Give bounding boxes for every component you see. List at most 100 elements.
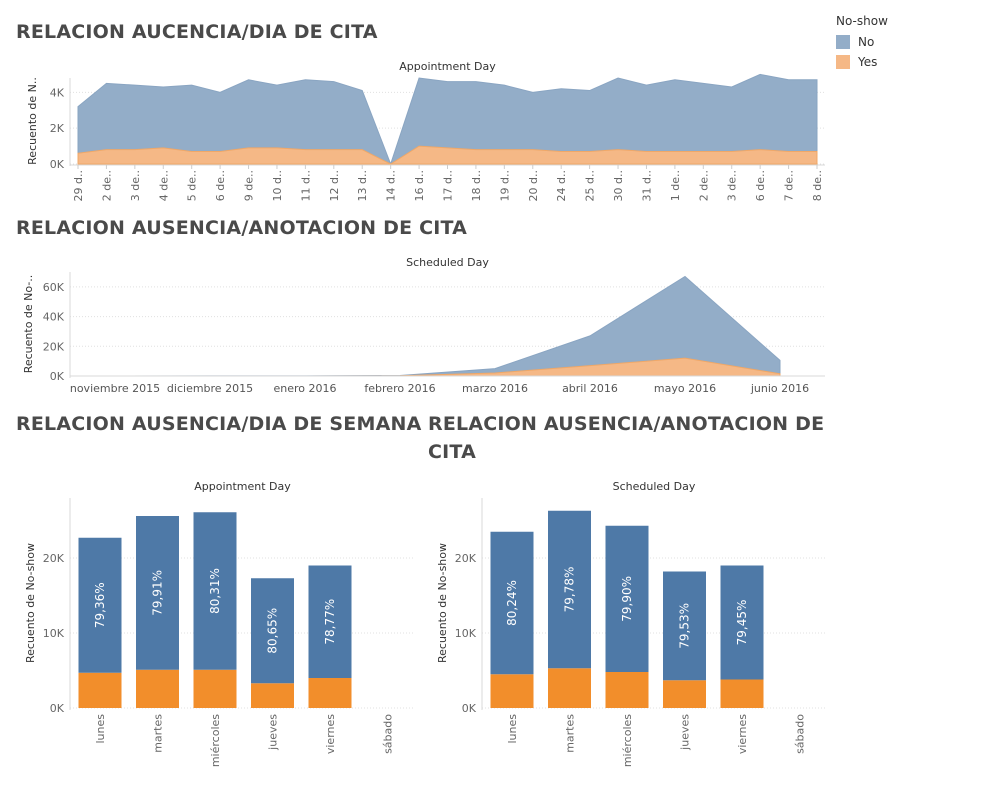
x-tick-label: 3 de..: [129, 170, 142, 201]
chart-subtitle: Appointment Day: [194, 480, 291, 493]
x-tick-label: mayo 2016: [654, 382, 716, 395]
bar-no: [251, 578, 294, 684]
bar-data-label: 79,90%: [620, 576, 634, 622]
bar-yes: [548, 668, 591, 708]
bar-yes: [720, 679, 764, 708]
bar-no: [136, 516, 179, 670]
chart-c1: Appointment Day Recuento de N.. 0K 2K 4K 29 d…: [26, 60, 825, 201]
x-tick-label: 17 d..: [442, 170, 455, 201]
x-tick-label: 19 d..: [498, 170, 511, 201]
x-tick-label: 14 d..: [385, 170, 398, 201]
y-tick-label: 40K: [43, 311, 65, 324]
chart-title-weekday: RELACION AUSENCIA/DIA DE SEMANA: [16, 413, 422, 435]
chart-subtitle: Appointment Day: [399, 60, 496, 73]
area-series-yes: [77, 145, 818, 165]
y-axis-label: Recuento de No-..: [22, 275, 35, 374]
chart-c2: Scheduled Day Recuento de No-.. 0K 20K 40K 60…: [22, 256, 825, 395]
x-tick-label: abril 2016: [562, 382, 618, 395]
legend-label-yes: Yes: [858, 55, 878, 69]
x-tick-label: viernes: [736, 714, 749, 754]
y-tick-label: 20K: [455, 552, 477, 565]
title-line-1: RELACION AUSENCIA/ANOTACION DE: [428, 413, 825, 435]
bar-no: [193, 512, 237, 670]
chart-subtitle: Scheduled Day: [613, 480, 696, 493]
x-tick-label: 2 de..: [697, 170, 710, 201]
y-tick-label: 20K: [43, 340, 65, 353]
x-tick-label: 3 de..: [726, 170, 739, 201]
x-tick-label: 12 d..: [328, 170, 341, 201]
y-tick-label: 60K: [43, 281, 65, 294]
bar-no: [548, 510, 591, 669]
x-tick-label: 24 d..: [555, 170, 568, 201]
x-tick-label: diciembre 2015: [167, 382, 253, 395]
legend-swatch-no: [836, 35, 850, 49]
legend-swatch-yes: [836, 55, 850, 69]
y-axis-label: Recuento de No-show: [24, 543, 37, 663]
y-tick-label: 20K: [43, 552, 65, 565]
x-tick-label: noviembre 2015: [70, 382, 160, 395]
bar-yes: [251, 683, 294, 708]
y-tick-label: 0K: [462, 702, 477, 715]
x-tick-label: 31 d..: [640, 170, 653, 201]
x-tick-label: lunes: [506, 714, 519, 744]
chart-title-scheduled-weekday: RELACION AUSENCIA/ANOTACION DE CITA: [428, 410, 824, 466]
x-tick-label: viernes: [324, 714, 337, 754]
x-tick-label: 8 de..: [811, 170, 824, 201]
y-tick-label: 10K: [455, 627, 477, 640]
x-tick-label: 25 d..: [584, 170, 597, 201]
y-tick-label: 10K: [43, 627, 65, 640]
y-tick-label: 4K: [50, 86, 65, 99]
legend-item-yes[interactable]: Yes: [836, 52, 888, 72]
bar-data-label: 80,65%: [266, 608, 280, 654]
y-tick-label: 0K: [50, 158, 65, 171]
bar-data-label: 78,77%: [323, 599, 337, 645]
bar-no: [490, 531, 534, 675]
x-tick-label: enero 2016: [273, 382, 336, 395]
x-tick-label: sábado: [382, 714, 395, 754]
title-line-2: CITA: [428, 441, 477, 463]
chart-c4: Scheduled Day Recuento de No-show 0K 10K 20K…: [436, 480, 826, 767]
x-tick-label: lunes: [94, 714, 107, 744]
x-tick-label: 2 de..: [100, 170, 113, 201]
x-tick-label: 1 de..: [669, 170, 682, 201]
bar-data-label: 80,24%: [505, 580, 519, 626]
x-tick-label: miércoles: [621, 714, 634, 767]
legend-item-no[interactable]: No: [836, 32, 888, 52]
bar-no: [308, 565, 352, 678]
bar-yes: [193, 669, 237, 708]
y-tick-label: 2K: [50, 122, 65, 135]
x-tick-label: 29 d..: [72, 170, 85, 201]
legend-title: No-show: [836, 14, 888, 28]
y-axis-label: Recuento de No-show: [436, 543, 449, 663]
x-tick-label: febrero 2016: [364, 382, 435, 395]
bar-no: [605, 525, 649, 672]
bar-data-label: 79,53%: [678, 603, 692, 649]
x-tick-label: 10 d..: [271, 170, 284, 201]
x-tick-label: junio 2016: [750, 382, 809, 395]
bar-no: [78, 537, 122, 673]
chart-title-scheduled-day: RELACION AUSENCIA/ANOTACION DE CITA: [16, 217, 468, 239]
bar-data-label: 79,45%: [735, 600, 749, 646]
x-tick-label: martes: [152, 714, 165, 753]
x-tick-label: sábado: [794, 714, 807, 754]
x-tick-label: 30 d..: [612, 170, 625, 201]
bar-yes: [490, 674, 534, 708]
bar-data-label: 79,78%: [563, 567, 577, 613]
x-tick-label: 6 de..: [754, 170, 767, 201]
x-tick-label: 6 de..: [214, 170, 227, 201]
x-tick-label: 16 d..: [413, 170, 426, 201]
x-tick-label: 5 de..: [186, 170, 199, 201]
x-tick-label: miércoles: [209, 714, 222, 767]
bar-yes: [308, 678, 352, 708]
chart-c3: Appointment Day Recuento de No-show 0K 10K 2…: [24, 480, 415, 767]
chart-title-appointment-day: RELACION AUCENCIA/DIA DE CITA: [16, 21, 378, 43]
y-tick-label: 0K: [50, 702, 65, 715]
x-tick-label: 20 d..: [527, 170, 540, 201]
bar-yes: [78, 672, 122, 708]
x-tick-label: marzo 2016: [462, 382, 528, 395]
x-tick-label: 11 d..: [299, 170, 312, 201]
bar-yes: [663, 680, 706, 708]
x-tick-label: jueves: [267, 714, 280, 751]
legend[interactable]: No-show No Yes: [836, 14, 888, 72]
